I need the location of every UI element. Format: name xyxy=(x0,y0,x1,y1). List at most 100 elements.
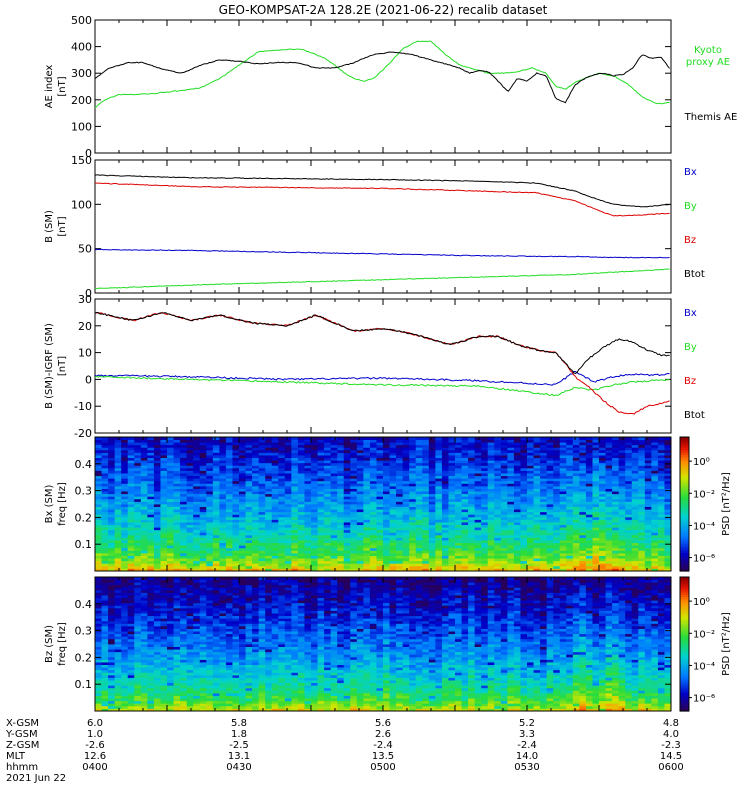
psd-cell xyxy=(212,565,220,569)
psd-cell xyxy=(612,488,620,492)
psd-cell xyxy=(657,506,665,510)
psd-cell xyxy=(147,509,155,513)
psd-cell xyxy=(245,509,253,513)
psd-cell xyxy=(363,460,371,464)
psd-cell xyxy=(337,547,345,551)
psd-cell xyxy=(500,558,508,562)
psd-cell xyxy=(193,442,201,446)
psd-cell xyxy=(644,511,652,515)
psd-cell xyxy=(337,437,345,440)
psd-cell xyxy=(461,537,469,541)
psd-cell xyxy=(566,449,574,453)
psd-cell xyxy=(330,545,338,549)
psd-cell xyxy=(572,545,580,549)
psd-cell xyxy=(95,449,102,453)
psd-cell xyxy=(108,496,116,500)
psd-cell xyxy=(212,529,220,533)
psd-cell xyxy=(225,491,233,495)
psd-cell xyxy=(127,465,135,469)
colorbar-segment xyxy=(680,537,689,541)
psd-cell xyxy=(441,568,449,572)
psd-cell xyxy=(612,540,620,544)
psd-cell xyxy=(114,496,122,500)
psd-cell xyxy=(527,558,534,562)
psd-cell xyxy=(232,442,240,446)
psd-cell xyxy=(265,457,273,461)
psd-cell xyxy=(657,480,665,484)
psd-cell xyxy=(284,529,292,533)
psd-cell xyxy=(566,534,574,538)
psd-cell xyxy=(599,558,606,562)
psd-cell xyxy=(232,444,240,448)
psd-cell xyxy=(428,501,436,505)
psd-cell xyxy=(402,537,410,541)
psd-cell xyxy=(638,519,646,523)
psd-cell xyxy=(638,452,646,456)
psd-cell xyxy=(304,532,312,536)
psd-cell xyxy=(369,545,377,549)
psd-cell xyxy=(278,483,286,487)
psd-cell xyxy=(376,483,384,487)
psd-cell xyxy=(199,444,207,448)
psd-cell xyxy=(121,552,129,556)
psd-cell xyxy=(324,455,332,459)
psd-cell xyxy=(206,560,214,564)
psd-cell xyxy=(572,560,580,564)
psd-cell xyxy=(363,465,371,469)
psd-cell xyxy=(173,565,181,569)
psd-cell xyxy=(304,563,312,567)
psd-cell xyxy=(193,444,201,448)
psd-cell xyxy=(527,542,534,546)
psd-cell xyxy=(350,560,358,564)
psd-cell xyxy=(304,444,312,448)
psd-cell xyxy=(324,498,332,502)
psd-cell xyxy=(304,534,312,538)
psd-cell xyxy=(448,560,456,564)
psd-cell xyxy=(278,516,286,520)
psd-cell xyxy=(513,439,521,443)
psd-cell xyxy=(644,555,652,559)
psd-cell xyxy=(546,444,554,448)
psd-cell xyxy=(95,522,102,526)
psd-cell xyxy=(461,519,469,523)
psd-cell xyxy=(500,514,508,518)
psd-cell xyxy=(572,488,580,492)
psd-cell xyxy=(546,462,554,466)
psd-cell xyxy=(396,485,404,489)
psd-cell xyxy=(612,537,620,541)
psd-cell xyxy=(173,501,181,505)
psd-cell xyxy=(507,542,515,546)
psd-cell xyxy=(533,542,541,546)
psd-cell xyxy=(219,514,227,518)
psd-cell xyxy=(572,449,580,453)
psd-cell xyxy=(415,452,423,456)
psd-cell xyxy=(291,475,299,479)
psd-cell xyxy=(585,542,593,546)
psd-cell xyxy=(180,532,188,536)
psd-cell xyxy=(134,516,142,520)
psd-cell xyxy=(651,442,659,446)
psd-cell xyxy=(108,447,116,451)
psd-cell xyxy=(121,501,129,505)
psd-cell xyxy=(252,509,260,513)
psd-cell xyxy=(572,540,580,544)
psd-cell xyxy=(369,708,377,712)
psd-cell xyxy=(409,462,417,466)
psd-cell xyxy=(297,449,305,453)
psd-cell xyxy=(193,470,201,474)
psd-cell xyxy=(186,560,194,564)
colorbar-tick-label: 10⁻⁴ xyxy=(693,521,715,532)
psd-cell xyxy=(225,552,233,556)
psd-cell xyxy=(383,473,390,477)
psd-cell xyxy=(297,462,305,466)
psd-cell xyxy=(553,514,561,518)
psd-cell xyxy=(95,493,102,497)
psd-cell xyxy=(520,522,528,526)
psd-cell xyxy=(585,563,593,567)
psd-cell xyxy=(167,534,174,538)
psd-cell xyxy=(284,473,292,477)
y-tick-label: 100 xyxy=(71,120,92,133)
psd-cell xyxy=(481,449,489,453)
psd-cell xyxy=(219,449,227,453)
psd-cell xyxy=(553,470,561,474)
